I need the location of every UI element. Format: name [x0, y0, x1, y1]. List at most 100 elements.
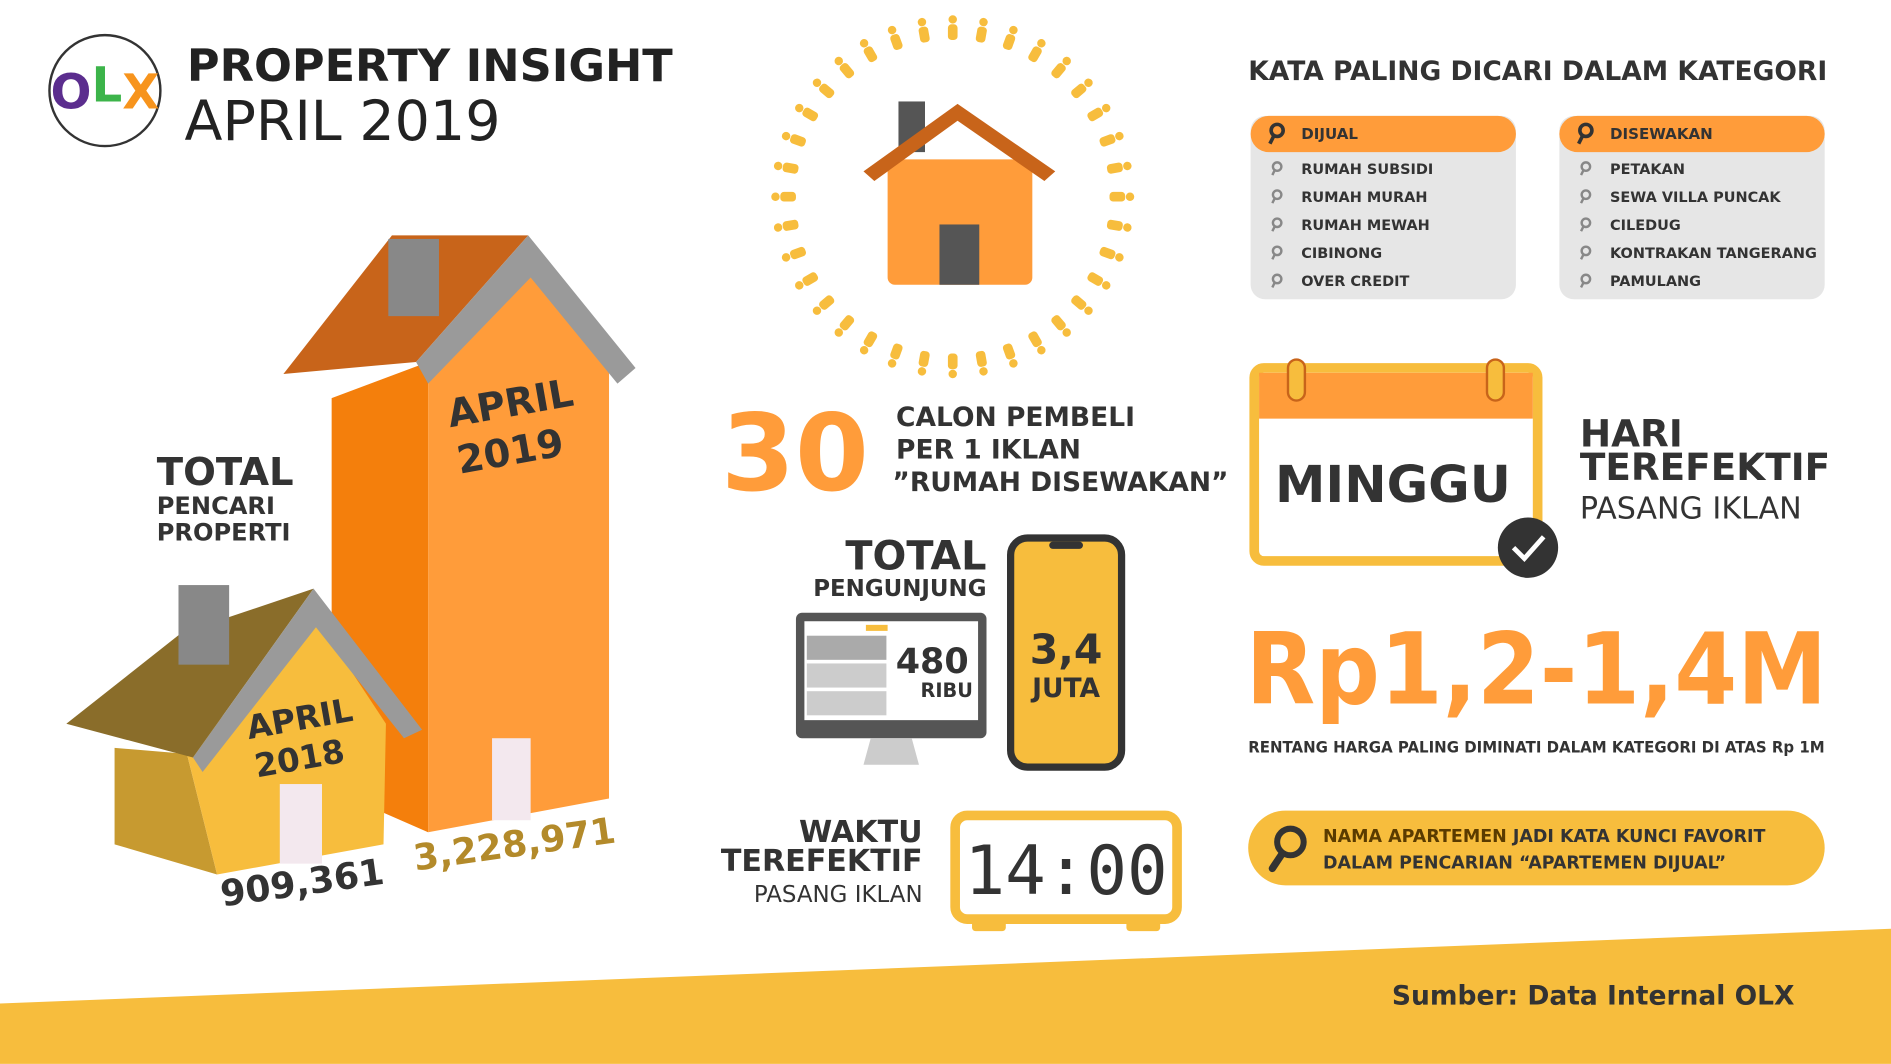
- person-head: [1123, 161, 1132, 171]
- person: [975, 350, 988, 376]
- search-icon: [1271, 189, 1283, 201]
- keyword-item: OVER CREDIT: [1301, 274, 1409, 290]
- person-head: [1037, 345, 1046, 355]
- person-head: [948, 369, 957, 379]
- person-head: [1101, 103, 1111, 113]
- stat-value: 480: [896, 642, 969, 682]
- search-icon: [1580, 273, 1592, 285]
- person-body: [1002, 343, 1016, 360]
- person-head: [1115, 131, 1124, 141]
- calendar-day: MINGGU: [1275, 455, 1511, 514]
- person: [1099, 131, 1124, 147]
- person-body: [863, 331, 878, 348]
- person: [773, 161, 799, 174]
- person-body: [802, 107, 819, 122]
- house-roof: [66, 588, 314, 758]
- screen-block: [865, 624, 888, 631]
- people-ring: [771, 15, 1135, 379]
- label: TOTAL: [845, 533, 986, 579]
- search-icon: [1271, 169, 1276, 176]
- source: Sumber: Data Internal OLX: [1392, 981, 1795, 1012]
- person: [887, 343, 903, 368]
- person-head: [917, 17, 927, 27]
- stat-value: 3,4: [1030, 625, 1103, 673]
- person-head: [887, 25, 897, 35]
- keyword-header-text: DISEWAKAN: [1610, 125, 1713, 143]
- label: TEREFEKTIF: [721, 844, 923, 879]
- highlight-text: NAMA APARTEMEN JADI KATA KUNCI FAVORIT: [1323, 827, 1766, 847]
- person: [917, 350, 930, 376]
- search-icon: [1579, 225, 1585, 232]
- screen-block: [806, 663, 887, 688]
- person: [1071, 78, 1093, 99]
- clock-time: 14:00: [964, 831, 1167, 910]
- person: [795, 272, 819, 290]
- subtitle: APRIL 2019: [185, 90, 501, 154]
- person: [947, 353, 958, 379]
- person-head: [1009, 25, 1018, 35]
- search-icon: [1579, 253, 1585, 260]
- person: [1087, 272, 1111, 290]
- person-head: [979, 367, 988, 376]
- person-head: [773, 161, 783, 171]
- person-body: [947, 353, 958, 370]
- person-head: [812, 78, 822, 87]
- stat-unit: RIBU: [921, 679, 973, 702]
- person-body: [1051, 315, 1066, 331]
- screen-block: [806, 691, 887, 716]
- person: [795, 103, 819, 122]
- keyword-header: [1250, 115, 1516, 153]
- section-title: KATA PALING DICARI DALAM KATEGORI: [1248, 56, 1827, 87]
- keyword-item: RUMAH MURAH: [1301, 190, 1427, 206]
- person-body: [1106, 162, 1123, 174]
- person-head: [1062, 56, 1071, 66]
- person: [917, 17, 930, 43]
- person-head: [1037, 39, 1046, 48]
- person: [1051, 315, 1071, 337]
- person-body: [1099, 134, 1116, 147]
- person: [771, 191, 796, 202]
- person-body: [975, 26, 987, 43]
- keyword-item: CIBINONG: [1301, 246, 1382, 262]
- check-badge: [1497, 517, 1559, 578]
- person-head: [795, 103, 804, 113]
- person-body: [1071, 295, 1087, 310]
- search-icon: [1268, 135, 1276, 145]
- search-icon: [1271, 161, 1283, 173]
- keyword-header-text: DIJUAL: [1301, 125, 1358, 143]
- person-head: [948, 15, 957, 24]
- person: [781, 131, 806, 147]
- roof-edge: [192, 588, 423, 772]
- person: [1109, 191, 1135, 202]
- person-body: [975, 350, 987, 367]
- person: [812, 78, 835, 99]
- keyword-item: KONTRAKAN TANGERANG: [1610, 246, 1817, 262]
- keyword-header: [1559, 115, 1825, 153]
- person-head: [859, 345, 869, 355]
- person-body: [839, 315, 855, 331]
- chimney: [388, 238, 439, 317]
- person-body: [947, 24, 958, 40]
- person-head: [771, 192, 780, 201]
- phone: [1007, 534, 1126, 771]
- logo-letter: L: [91, 57, 122, 113]
- search-icon: [1269, 122, 1285, 139]
- person-head: [1123, 223, 1132, 232]
- person-body: [802, 272, 819, 286]
- keyword-panel: [1559, 115, 1825, 300]
- search-icon: [1579, 197, 1585, 204]
- person-head: [834, 56, 843, 66]
- screen-block: [806, 635, 887, 660]
- person: [1106, 161, 1132, 174]
- search-icon: [1271, 197, 1276, 204]
- person: [834, 56, 855, 79]
- person: [1071, 295, 1093, 315]
- label: WAKTU: [799, 815, 923, 850]
- logo-letter: X: [122, 65, 159, 121]
- person-head: [917, 367, 927, 376]
- person-body: [890, 343, 903, 360]
- person-body: [1109, 191, 1126, 202]
- label: PENCARI: [157, 492, 275, 520]
- person-body: [789, 134, 806, 147]
